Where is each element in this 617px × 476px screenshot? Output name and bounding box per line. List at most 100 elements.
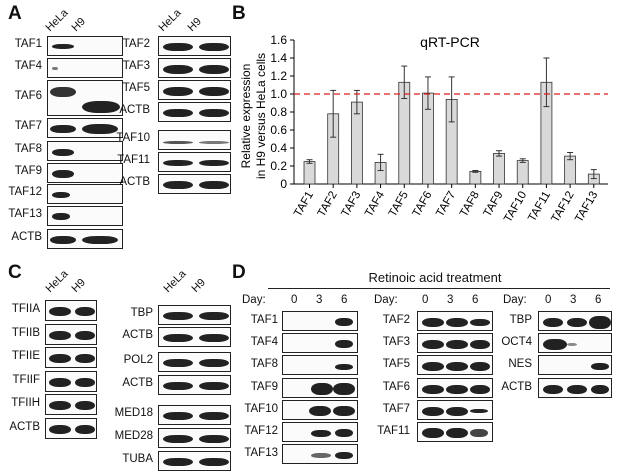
blot-strip [47,206,123,226]
y-tick-label: 1.2 [270,69,287,83]
blot-row-label: ACTB [122,377,153,389]
blot-row-label: TAF4 [14,60,42,72]
lane-label: H9 [185,15,204,34]
blot-strip [538,311,612,331]
blot-row-label: ACTB [11,231,42,243]
x-tick-label: TAF2 [316,190,340,220]
lane-label: H9 [69,276,88,295]
blot-band [82,236,118,244]
blot-strip [538,377,612,398]
blot-strip [158,80,231,100]
blot-strip [417,355,493,376]
blot-row-label: TAF6 [382,380,410,393]
blot-band [543,339,567,351]
blot-row-label: TAF5 [122,82,150,94]
blot-band [567,318,587,327]
blot-strip [282,377,358,398]
blot-row-label: TAF13 [8,208,42,220]
y-tick-label: 0.2 [270,159,287,173]
blot-band [49,354,71,363]
bar [493,152,505,185]
blot-row-label: TAF9 [14,165,42,177]
blot-band [49,424,71,434]
blot-band [49,307,71,316]
blot-strip [158,428,231,448]
day-value: 6 [341,294,348,306]
blot-row-label: TFIIF [12,373,40,386]
blot-band [75,401,95,410]
blot-row-label: TAF2 [382,314,410,326]
blot-band [163,87,193,96]
blot-strip [45,300,97,321]
bar [303,161,316,185]
blot-strip [282,311,358,331]
lane-label: HeLa [43,267,71,295]
blot-strip [47,163,123,183]
blot-strip [158,102,231,122]
blot-band [75,330,95,340]
blot-band [335,429,353,437]
blot-row-label: TAF8 [14,143,42,155]
blot-band [199,109,229,117]
blot-row-label: ACTB [119,104,150,116]
blot-band [52,67,58,70]
blot-band [470,340,490,350]
y-tick-label: 1.0 [270,87,287,101]
blot-band [335,340,353,349]
blot-band [543,318,563,327]
lane-label: H9 [69,15,88,34]
bar [516,160,529,185]
blot-strip [417,422,493,442]
x-tick-label: TAF3 [339,190,363,220]
blot-row-label: NES [508,358,532,371]
blot-strip [45,394,97,415]
blot-band [163,382,193,390]
y-axis-label-line2: in H9 versus HeLa cells [254,53,268,179]
blot-row-label: TAF6 [14,90,42,102]
blot-band [567,384,587,394]
y-tick-label: 0.8 [270,105,287,119]
blot-band [335,452,353,460]
blot-band [52,213,70,220]
blot-band [199,160,229,166]
blot-strip [47,229,123,249]
blot-band [75,424,95,434]
blot-row-label: TAF9 [250,380,278,393]
blot-band [311,453,331,459]
x-tick-label: TAF8 [458,190,482,220]
blot-strip [158,352,231,372]
blot-band [589,316,611,329]
x-tick-label: TAF7 [434,190,458,220]
y-axis-label-line1: Relative expression [239,64,253,169]
blot-strip [538,355,612,376]
blot-band [163,334,193,342]
blot-band [470,362,490,372]
blot-band [199,359,229,367]
blot-band [75,377,95,387]
blot-band [75,307,95,316]
blot-row-label: TAF11 [377,425,410,437]
blot-band [199,87,229,96]
blot-strip [417,377,493,398]
blot-row-label: TAF3 [122,60,150,72]
blot-row-label: ACTB [119,176,150,188]
blot-row-label: TAF10 [116,132,150,144]
blot-row-label: TFIIB [11,326,40,339]
blot-row-label: MED18 [114,407,153,419]
blot-row-label: TBP [130,307,153,319]
day-label: Day: [503,294,527,306]
blot-band [163,412,193,420]
blot-band [52,44,74,49]
blot-strip [158,152,231,172]
blot-band [333,382,355,395]
panel-letter-d: D [232,262,246,283]
blot-band [446,384,468,394]
blot-strip [45,370,97,392]
blot-strip [417,311,493,331]
blot-row-label: ACTB [122,329,153,341]
blot-band [199,412,229,420]
blot-band [446,318,468,327]
blot-row-label: TAF12 [8,186,42,198]
blot-strip [158,58,231,78]
blot-row-label: TFIIE [11,350,40,362]
